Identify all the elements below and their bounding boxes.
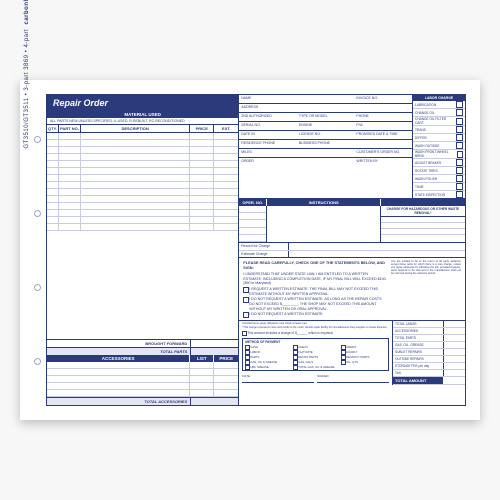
col-partno: PART NO. [59, 125, 81, 133]
material-used-header: MATERIAL USED [47, 111, 238, 118]
total-parts-row: TOTAL PARTS [47, 347, 238, 355]
punch-hole [34, 358, 41, 365]
col-price: PRICE [190, 125, 214, 133]
parts-grid[interactable] [47, 133, 238, 339]
parts-note: ALL PARTS NEW UNLESS SPECIFIED: U-USED, … [47, 118, 238, 125]
right-column: NAMEINVOICE NO.ADDRESS2ND AUTHORIZEDTYPE… [239, 95, 465, 405]
left-column: Repair Order MATERIAL USED ALL PARTS NEW… [47, 95, 239, 405]
accessories-header: ACCESSORIES LIST PRICE [47, 355, 238, 362]
charge-amount-line[interactable]: This amount includes a charge of $______… [242, 331, 389, 335]
opt-written-estimate[interactable]: I REQUEST A WRITTEN ESTIMATE. THE FINAL … [243, 287, 387, 296]
parts-columns-header: QTY. PART NO. DESCRIPTION PRICE EXT. [47, 125, 238, 133]
signed-field[interactable]: SIGNED [317, 374, 389, 383]
bottom-block: Checked items apply (Repairer must check… [239, 321, 465, 385]
charge-estimate-rows[interactable]: Record for Charge Estimate Charge [239, 242, 465, 258]
payment-options[interactable]: CASHCHECKCREDITLABORFLAT RATEHOURLYPARTS… [245, 345, 386, 369]
fine-print: You are entitled to be to the return of … [391, 261, 461, 317]
instructions-body[interactable]: CHARGE FOR HAZARDOUS OR OTHER WASTE REMO… [239, 206, 465, 242]
punch-hole [34, 284, 41, 291]
brought-forward-row: BROUGHT FORWARD [47, 339, 238, 347]
punch-hole [34, 210, 41, 217]
payment-box: METHOD OF PAYMENT CASHCHECKCREDITLABORFL… [242, 338, 389, 371]
labor-charge-column: LABOR CHARGE LUBRICATIONCHANGE OILCHANGE… [413, 95, 465, 198]
side-sku: GT3510/GT3511 • 3-part 3869 • 4-part car… [24, 0, 30, 149]
repair-order-form: Repair Order MATERIAL USED ALL PARTS NEW… [46, 94, 466, 406]
charge-note: *This charge represents costs and profit… [242, 327, 389, 330]
col-desc: DESCRIPTION [81, 125, 190, 133]
form-title: Repair Order [47, 95, 238, 111]
repair-order-sheet: GT3510/GT3511 • 3-part 3869 • 4-part car… [20, 80, 480, 420]
customer-info[interactable]: NAMEINVOICE NO.ADDRESS2ND AUTHORIZEDTYPE… [239, 95, 413, 198]
legal-intro: I UNDERSTAND THAT UNDER STATE LAW, I AM … [243, 272, 387, 286]
col-ext: EXT. [214, 125, 238, 133]
customer-block: NAMEINVOICE NO.ADDRESS2ND AUTHORIZEDTYPE… [239, 95, 465, 199]
total-accessories-row: TOTAL ACCESSORIES [47, 397, 238, 405]
legal-heading: PLEASE READ CAREFULLY, CHECK ONE OF THE … [243, 261, 387, 271]
hazard-charge-label: CHARGE FOR HAZARDOUS OR OTHER WASTE REMO… [381, 206, 465, 217]
totals-column: TOTAL LABORACCESSORIESTOTAL PARTSGAS, OI… [393, 321, 465, 385]
date-field[interactable]: DATE [242, 374, 314, 383]
instructions-header: OPER. NO. INSTRUCTIONS [239, 199, 465, 206]
legal-block: PLEASE READ CAREFULLY, CHECK ONE OF THE … [239, 258, 465, 321]
opt-no-estimate[interactable]: I DO NOT REQUEST A WRITTEN ESTIMATE. [243, 312, 387, 317]
punch-hole [34, 136, 41, 143]
col-qty: QTY. [47, 125, 59, 133]
service-list[interactable]: LUBRICATIONCHANGE OILCHANGE OIL FILTER C… [413, 101, 465, 198]
opt-no-estimate-limit[interactable]: I DO NOT REQUEST A WRITTEN ESTIMATE, AS … [243, 297, 387, 311]
payment-title: METHOD OF PAYMENT [245, 340, 386, 344]
accessories-grid[interactable] [47, 362, 238, 397]
